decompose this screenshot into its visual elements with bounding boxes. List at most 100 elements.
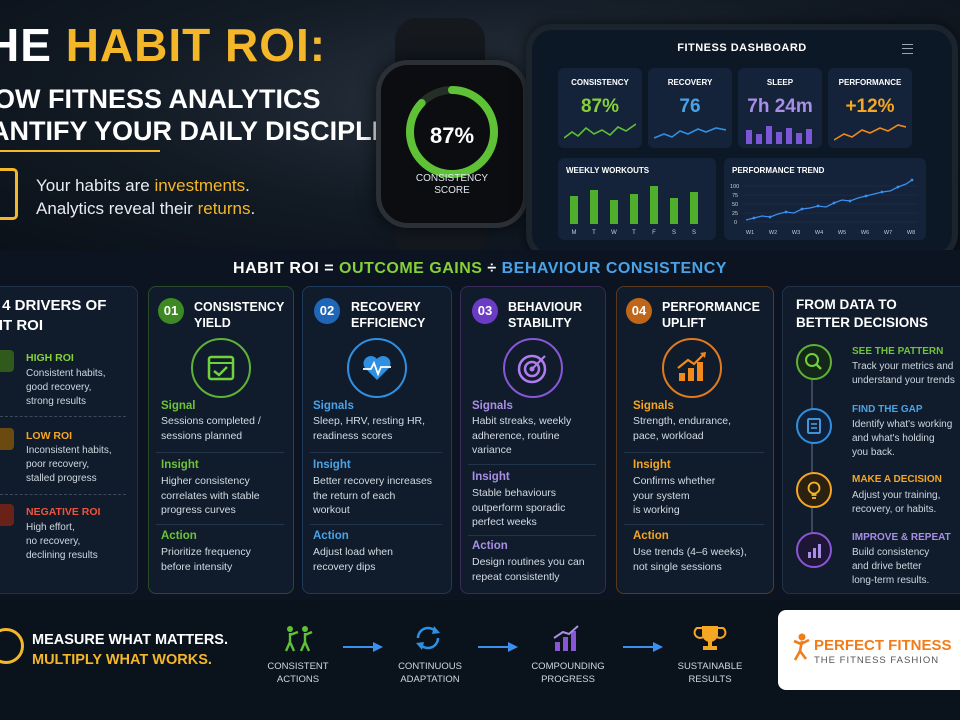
metric-card-sleep: SLEEP 7h 24m [738,68,822,148]
step-number: 02 [314,298,340,324]
sparkline [834,124,906,141]
decisions-title: FROM DATA TO BETTER DECISIONS [796,297,929,330]
dashboard-title: FITNESS DASHBOARD [677,42,807,54]
logo-name: PERFECT FITNESS [814,637,952,654]
sparkline [654,127,726,139]
driver-text: High effort, no recovery, declining result… [26,522,98,561]
menu-icon[interactable] [902,44,913,54]
section-text: Habit streaks, weekly adherence, routine v… [472,415,572,456]
step-label: COMPOUNDING PROGRESS [531,661,605,685]
section-text: Better recovery increases the return of e… [313,475,433,516]
step-number: 04 [626,298,652,324]
day-label: M [572,230,577,236]
section-text: Confirms whether your system is working [633,475,716,516]
watch-label: CONSISTENCY SCORE [415,173,489,196]
checklist-icon [796,408,832,444]
day-label: T [632,230,636,236]
section-heading: Insight [313,459,351,471]
subtitle-line2: ANTIFY YOUR DAILY DISCIPLINE [0,116,417,146]
y-tick: 25 [732,211,738,217]
weekly-workouts-card: WEEKLY WORKOUTS M T W T F S S [558,158,716,240]
section-heading: Action [161,530,197,542]
section-text: Design routines you can repeat consistent… [472,556,585,583]
x-tick: W1 [746,230,754,236]
watch-value: 87% [429,123,475,148]
day-label: S [672,230,676,236]
sleep-bars [746,126,812,144]
x-tick: W2 [769,230,777,236]
step-number: 01 [158,298,184,324]
section-heading: Signals [633,400,674,412]
step-label: CONTINUOUS ADAPTATION [398,661,462,685]
divider [624,524,764,525]
driver-text: Consistent habits, good recovery, strong r… [26,368,106,407]
divider [0,416,126,417]
x-tick: W3 [792,230,800,236]
x-tick: W7 [884,230,892,236]
step-heading: FIND THE GAP [852,404,923,415]
section-heading: Signals [313,400,354,412]
section-text: Sleep, HRV, resting HR, readiness scores [313,415,426,442]
step-text: Adjust your training, recovery, or habits… [852,490,941,515]
driver-card-recovery [302,286,452,594]
metric-card-performance: PERFORMANCE +12% [828,68,912,148]
lightbulb-icon [796,472,832,508]
step-heading: SEE THE PATTERN [852,346,944,357]
arrow-right-icon [623,642,663,652]
section-text: Prioritize frequency before intensity [161,546,251,573]
divider [310,452,442,453]
section-heading: Signals [472,400,513,412]
drivers-title: E 4 DRIVERS OFBIT ROI [0,297,107,334]
driver-card-behaviour [460,286,606,594]
card-title: BEHAVIOUR STABILITY [508,300,583,330]
logo-figure-icon [792,632,812,662]
divider [310,524,442,525]
section-text: Strength, endurance, pace, workload [633,415,732,442]
section-text: Sessions completed / sessions planned [161,415,261,442]
trophy-icon [692,622,728,654]
ledger-icon [0,168,18,220]
heart-pulse-icon [347,338,407,398]
step-heading: MAKE A DECISION [852,474,942,485]
metric-card-recovery: RECOVERY 76 [648,68,732,148]
section-text: Higher consistency correlates with stable… [161,475,260,516]
card-title: RECOVERY EFFICIENCY [351,300,426,330]
phone-dashboard: FITNESS DASHBOARD CONSISTENCY 87% RECOVE… [526,24,958,250]
driver-text: Inconsistent habits, poor recovery, stalle… [26,445,112,484]
section-heading: Insight [633,459,671,471]
day-label: T [592,230,596,236]
brand-logo [778,610,960,690]
workout-icon [280,622,316,654]
target-icon [503,338,563,398]
divider [624,452,764,453]
day-label: S [692,230,696,236]
section-heading: Insight [472,471,510,483]
logo-tagline: THE FITNESS FASHION [814,655,940,666]
y-tick: 50 [732,202,738,208]
day-label: F [652,230,656,236]
growth-chart-icon [662,338,722,398]
section-text: Stable behaviours outperform sporadic perf… [472,487,566,528]
weekly-bars: M T W T F S S [570,186,698,236]
section-heading: Action [313,530,349,542]
section-heading: Action [633,530,669,542]
card-title: PERFORMANCE UPLIFT [662,300,760,330]
divider [156,452,284,453]
timeline-line [811,376,813,552]
roi-formula: HABIT ROI = OUTCOME GAINS ÷ BEHAVIOUR CO… [233,260,727,277]
calendar-check-icon [191,338,251,398]
metric-card-consistency: CONSISTENCY 87% [558,68,642,148]
sparkline [564,123,636,139]
arrow-down-icon [0,428,14,450]
performance-trend-card: PERFORMANCE TREND 100 75 50 25 0 W1 [724,158,926,240]
trend-down-icon [0,504,14,526]
target-icon [0,628,24,664]
step-text: Identify what's working and what's holdin… [852,419,953,458]
step-heading: IMPROVE & REPEAT [852,532,951,543]
smartwatch: 87% CONSISTENCY SCORE [376,60,528,228]
section-heading: Signal [161,400,196,412]
step-number: 03 [472,298,498,324]
bar-chart-icon [796,532,832,568]
arrow-right-icon [478,642,518,652]
x-tick: W4 [815,230,823,236]
